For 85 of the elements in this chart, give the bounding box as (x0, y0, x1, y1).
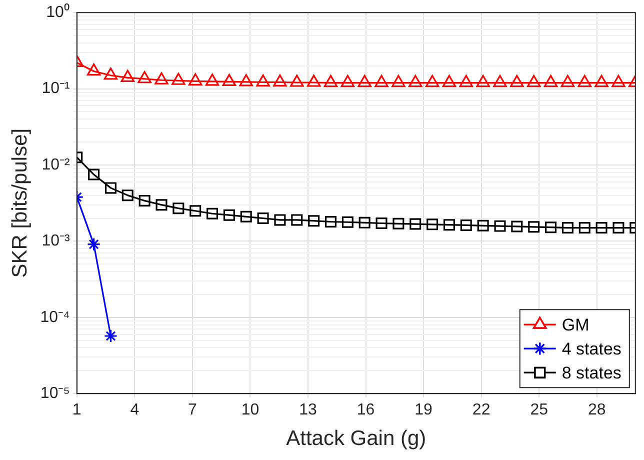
y-tick-label: 10⁻¹ (42, 80, 70, 98)
point (459, 74, 474, 88)
point (410, 218, 422, 230)
point (358, 74, 372, 88)
x-tick-label: 28 (588, 402, 606, 419)
point (476, 74, 490, 88)
x-tick-label: 22 (472, 402, 490, 419)
point (172, 72, 186, 85)
point (273, 74, 287, 87)
point (374, 74, 388, 88)
point (510, 74, 524, 88)
x-tick-label: 4 (130, 402, 140, 419)
point (578, 222, 590, 234)
point (88, 168, 100, 180)
point (342, 216, 354, 228)
point (376, 218, 388, 230)
point (612, 74, 626, 88)
point (291, 214, 303, 226)
point (511, 220, 523, 232)
point (308, 215, 320, 227)
x-tick-label: 25 (530, 402, 548, 419)
point (528, 221, 540, 233)
y-tick-label: 10⁰ (46, 3, 70, 22)
point (526, 74, 541, 88)
point (562, 222, 574, 234)
point (442, 74, 456, 88)
point (408, 74, 422, 88)
point (612, 222, 624, 234)
point (122, 190, 134, 202)
x-axis-title: Attack Gain (g) (286, 427, 426, 450)
point (392, 218, 404, 230)
legend-label: GM (562, 315, 590, 334)
point (306, 74, 321, 87)
point (205, 74, 220, 86)
x-tick-label: 7 (188, 402, 197, 419)
x-tick-label: 13 (299, 402, 317, 419)
point (154, 72, 168, 84)
point (104, 182, 116, 194)
point (206, 208, 218, 220)
x-tick-label: 16 (356, 402, 375, 419)
point (494, 220, 506, 232)
point (120, 70, 134, 82)
point (222, 74, 236, 86)
point (325, 216, 336, 228)
point (426, 218, 438, 230)
point (104, 68, 118, 80)
point (460, 219, 472, 231)
point (596, 222, 608, 234)
x-tick-label: 1 (72, 402, 82, 419)
point (240, 210, 252, 222)
point (256, 74, 270, 87)
point (172, 202, 184, 214)
point (477, 220, 489, 232)
point (392, 74, 406, 88)
x-tick-label: 19 (414, 402, 433, 419)
point (257, 212, 269, 224)
point (138, 194, 150, 206)
y-tick-label: 10⁻³ (42, 232, 71, 250)
y-tick-label: 10⁻⁴ (40, 308, 70, 326)
point (223, 209, 235, 221)
y-tick-label: 10⁻⁵ (40, 385, 70, 402)
point (560, 74, 575, 88)
point (190, 205, 202, 217)
point (138, 71, 152, 84)
point (340, 74, 355, 88)
point (545, 222, 557, 234)
legend-label: 8 states (562, 363, 622, 382)
x-tick-label: 10 (241, 402, 260, 419)
point (156, 199, 168, 211)
point (578, 74, 592, 88)
point (425, 74, 440, 88)
point (324, 74, 338, 88)
point (86, 63, 101, 76)
point (358, 216, 370, 228)
point (443, 219, 455, 231)
point (274, 214, 286, 226)
point (594, 74, 608, 88)
point (493, 74, 507, 88)
point (239, 74, 253, 86)
point (188, 73, 202, 86)
y-tick-label: 10⁻² (42, 156, 71, 174)
legend-label: 4 states (562, 339, 622, 358)
y-axis-title: SKR [bits/pulse] (8, 128, 32, 278)
point (544, 74, 558, 88)
point (290, 74, 304, 87)
